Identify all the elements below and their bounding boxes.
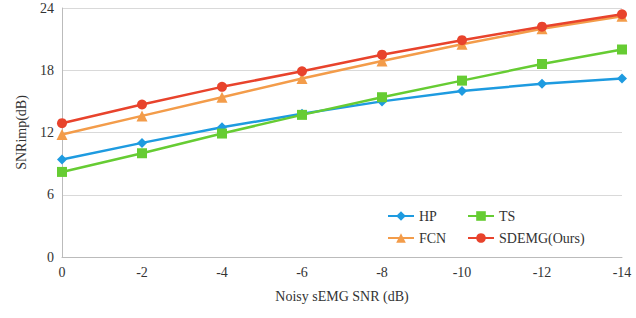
svg-text:SNRimp(dB): SNRimp(dB) — [14, 95, 30, 170]
svg-text:HP: HP — [419, 209, 437, 224]
svg-text:6: 6 — [47, 187, 54, 202]
svg-text:0: 0 — [47, 250, 54, 265]
svg-text:TS: TS — [499, 209, 515, 224]
svg-text:24: 24 — [40, 1, 54, 16]
svg-text:12: 12 — [40, 125, 54, 140]
svg-text:FCN: FCN — [419, 231, 446, 246]
svg-text:Noisy sEMG SNR (dB): Noisy sEMG SNR (dB) — [275, 289, 409, 305]
svg-text:-10: -10 — [453, 265, 472, 280]
svg-text:-14: -14 — [613, 265, 632, 280]
svg-text:-8: -8 — [376, 265, 388, 280]
svg-text:0: 0 — [59, 265, 66, 280]
svg-text:SDEMG(Ours): SDEMG(Ours) — [499, 231, 585, 247]
svg-text:-6: -6 — [296, 265, 308, 280]
svg-text:-2: -2 — [136, 265, 148, 280]
svg-text:18: 18 — [40, 63, 54, 78]
svg-text:-12: -12 — [533, 265, 552, 280]
svg-text:-4: -4 — [216, 265, 228, 280]
